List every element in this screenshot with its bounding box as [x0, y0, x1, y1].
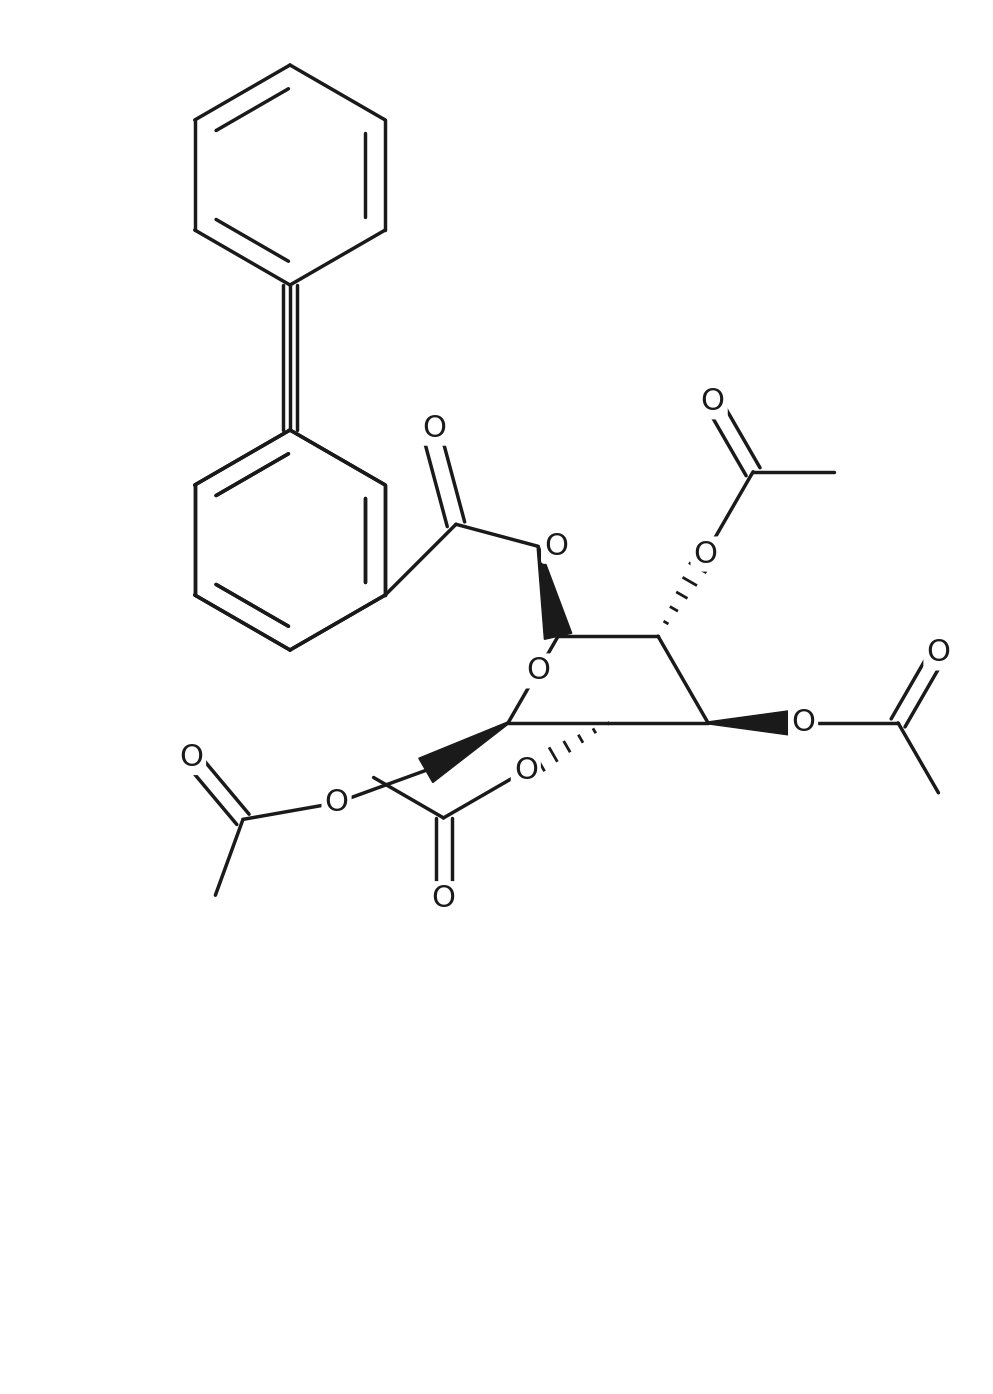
Polygon shape	[419, 722, 508, 782]
Polygon shape	[708, 710, 803, 737]
Text: O: O	[513, 756, 538, 785]
Polygon shape	[537, 546, 572, 640]
Text: O: O	[926, 638, 950, 668]
Text: O: O	[179, 743, 204, 772]
Text: O: O	[422, 414, 446, 443]
Text: O: O	[693, 539, 718, 569]
Text: O: O	[432, 884, 456, 913]
Text: O: O	[325, 789, 349, 817]
Text: O: O	[791, 708, 815, 737]
Text: O: O	[544, 531, 568, 560]
Text: O: O	[526, 657, 550, 686]
Text: O: O	[701, 388, 725, 417]
